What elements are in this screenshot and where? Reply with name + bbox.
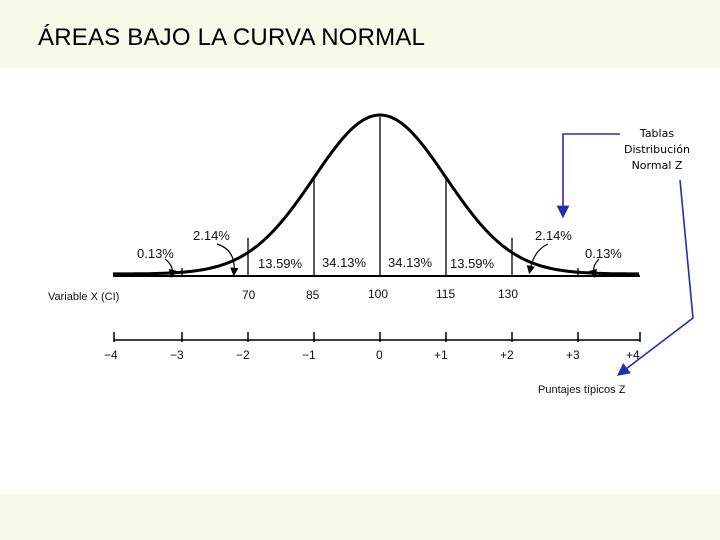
z-tick-minus1: −1 (302, 348, 316, 362)
x-value-85: 85 (306, 288, 320, 302)
footer-band (0, 494, 720, 540)
area-label-band1-left: 13.59% (258, 256, 303, 271)
z-tick-plus1: +1 (434, 348, 448, 362)
z-scale-label: Puntajes típicos Z (538, 384, 626, 396)
z-tick-0: 0 (376, 348, 383, 362)
area-label-tail-left: 0.13% (137, 246, 174, 261)
tables-note-line-3: Normal Z (631, 159, 683, 172)
z-tick-labels: −4 −3 −2 −1 0 +1 +2 +3 +4 (104, 348, 640, 362)
z-scale (113, 332, 641, 342)
pointer-arrow-right-band2 (526, 243, 549, 275)
variable-x-label: Variable X (CI) (48, 291, 119, 303)
pointer-arrow-left-band2 (216, 243, 239, 277)
page-title: ÁREAS BAJO LA CURVA NORMAL (38, 24, 426, 51)
area-label-band2-right: 2.14% (535, 228, 572, 243)
area-label-center-right: 34.13% (388, 255, 433, 270)
x-value-115: 115 (436, 287, 455, 301)
x-value-70: 70 (242, 288, 256, 302)
area-label-tail-right: 0.13% (585, 246, 622, 261)
sd-divisions (181, 117, 579, 276)
title-bar: ÁREAS BAJO LA CURVA NORMAL (0, 0, 720, 68)
x-value-130: 130 (498, 287, 518, 301)
tables-note-line-2: Distribución (624, 143, 690, 156)
arrow-tables-to-z-scale (616, 179, 694, 376)
area-label-band2-left: 2.14% (193, 228, 230, 243)
z-tick-plus4: +4 (626, 348, 640, 362)
z-tick-minus4: −4 (104, 348, 118, 362)
tables-note: Tablas Distribución Normal Z (622, 126, 692, 174)
z-tick-minus3: −3 (170, 348, 184, 362)
z-tick-plus2: +2 (500, 348, 514, 362)
area-label-center-left: 34.13% (322, 255, 367, 270)
tables-note-line-1: Tablas (639, 127, 675, 140)
z-tick-minus2: −2 (236, 348, 250, 362)
pointer-arrow-right-tail (588, 258, 600, 279)
slide-content (0, 68, 720, 494)
pointer-arrow-left-tail (164, 258, 178, 279)
bell-curve (112, 113, 639, 276)
arrow-tables-to-curve (556, 133, 620, 219)
area-label-band1-right: 13.59% (450, 256, 495, 271)
x-value-100: 100 (368, 287, 388, 301)
x-value-labels: 70 85 100 115 130 (242, 287, 518, 302)
z-tick-plus3: +3 (566, 348, 580, 362)
